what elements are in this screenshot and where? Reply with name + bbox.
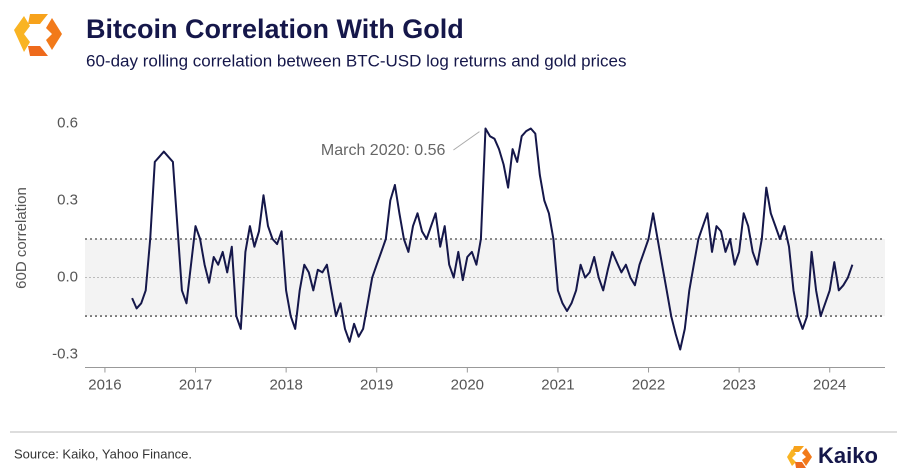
x-tick-label: 2020 xyxy=(451,376,484,393)
x-tick-label: 2017 xyxy=(179,376,212,393)
x-tick-label: 2021 xyxy=(541,376,574,393)
brand: Kaiko xyxy=(818,443,878,468)
y-tick-label: 0.0 xyxy=(57,269,78,286)
title: Bitcoin Correlation With Gold xyxy=(86,14,464,44)
x-tick-label: 2019 xyxy=(360,376,393,393)
subtitle: 60-day rolling correlation between BTC-U… xyxy=(86,51,627,70)
plot: 0.6 0.3 0.0 -0.3 2016 2017 2018 2019 2020 2021 202… xyxy=(52,114,885,393)
source: Source: Kaiko, Yahoo Finance. xyxy=(14,446,192,461)
y-tick-label: 0.3 xyxy=(57,191,78,208)
annotation-leader xyxy=(453,131,480,151)
series-line xyxy=(131,127,854,351)
brand-logo xyxy=(787,446,812,468)
x-tick-label: 2024 xyxy=(813,376,846,393)
annotation: March 2020: 0.56 xyxy=(321,142,446,159)
x-tick-label: 2016 xyxy=(88,376,121,393)
x-tick-label: 2018 xyxy=(269,376,302,393)
x-tick-label: 2023 xyxy=(722,376,755,393)
logo xyxy=(14,14,62,56)
x-tick-label: 2022 xyxy=(632,376,665,393)
y-tick-label: -0.3 xyxy=(52,346,78,363)
y-tick-label: 0.6 xyxy=(57,114,78,131)
y-axis-label: 60D correlation xyxy=(13,187,30,289)
